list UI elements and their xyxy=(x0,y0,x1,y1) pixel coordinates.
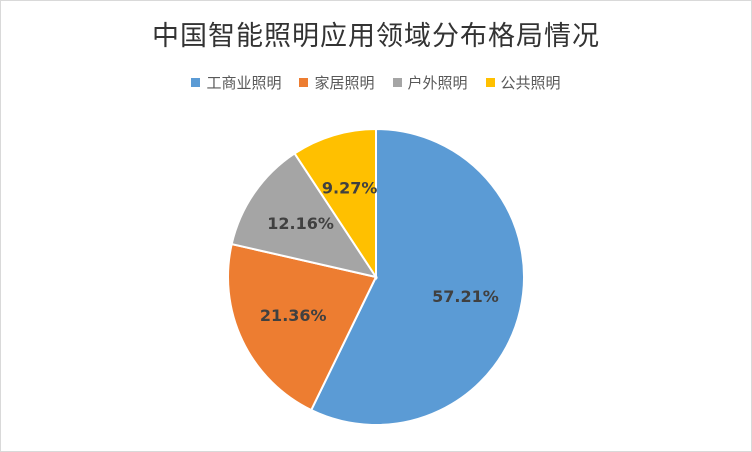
data-label: 9.27% xyxy=(322,179,378,198)
legend-label: 工商业照明 xyxy=(206,74,282,92)
slice-public xyxy=(293,127,377,281)
chart-title: 中国智能照明应用领域分布格局情况 xyxy=(152,21,600,52)
chart-legend: 工商业照明 家居照明 户外照明 公共照明 xyxy=(0,72,752,93)
slice-home xyxy=(227,242,378,412)
legend-label: 户外照明 xyxy=(407,74,468,92)
legend-item-home: 家居照明 xyxy=(299,72,375,93)
data-label: 21.36% xyxy=(260,306,327,325)
legend-label: 公共照明 xyxy=(500,74,561,92)
legend-swatch xyxy=(191,78,201,87)
data-label: 12.16% xyxy=(267,214,334,233)
legend-label: 家居照明 xyxy=(314,74,375,92)
legend-item-commercial: 工商业照明 xyxy=(191,72,281,93)
legend-swatch xyxy=(392,78,402,87)
legend-item-outdoor: 户外照明 xyxy=(392,72,468,93)
slice-outdoor xyxy=(230,152,379,279)
legend-swatch xyxy=(299,78,309,87)
data-label: 57.21% xyxy=(432,287,499,306)
legend-item-public: 公共照明 xyxy=(485,72,561,93)
slice-commercial xyxy=(309,127,525,426)
legend-swatch xyxy=(485,78,495,87)
